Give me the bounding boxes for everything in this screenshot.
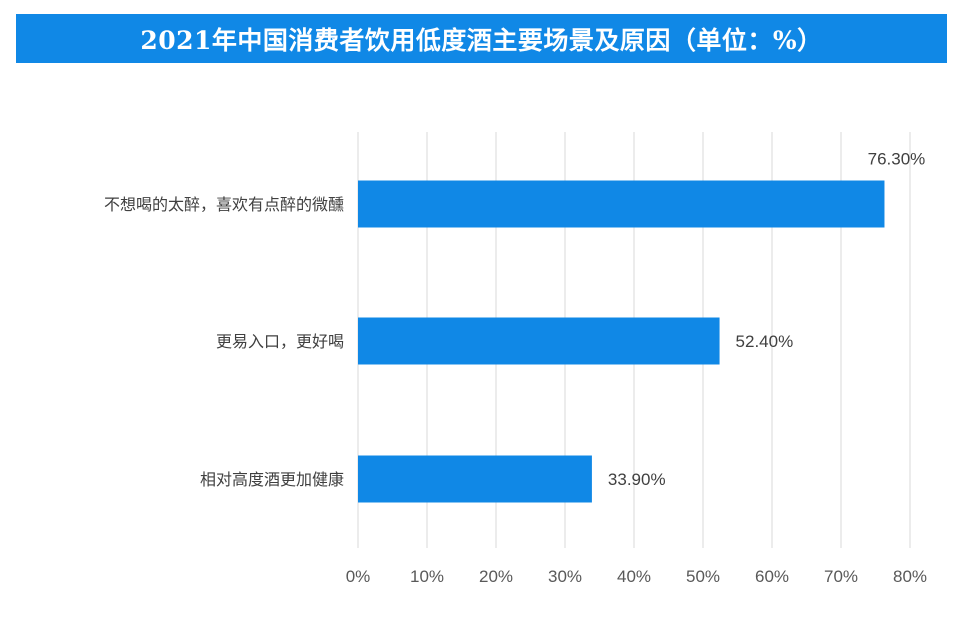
x-tick-label: 30% (548, 567, 582, 586)
bars (358, 180, 885, 503)
x-tick-label: 10% (410, 567, 444, 586)
data-label: 76.30% (868, 150, 926, 169)
data-label: 33.90% (608, 470, 666, 489)
category-label: 更易入口，更好喝 (216, 332, 344, 351)
category-label: 不想喝的太醉，喜欢有点醉的微醺 (104, 195, 344, 214)
x-tick-label: 50% (686, 567, 720, 586)
x-tick-label: 0% (346, 567, 371, 586)
chart-title: 2021年中国消费者饮用低度酒主要场景及原因（单位：%） (16, 14, 947, 63)
labels: 0% 10% 20% 30% 40% 50% 60% 70% 80% 不想喝的太醉，喜欢有点醉的微… (104, 150, 927, 587)
x-tick-label: 70% (824, 567, 858, 586)
bar (358, 455, 592, 503)
x-tick-label: 60% (755, 567, 789, 586)
bar (358, 317, 720, 365)
x-tick-label: 80% (893, 567, 927, 586)
data-label: 52.40% (736, 332, 794, 351)
x-tick-label: 40% (617, 567, 651, 586)
x-tick-label: 20% (479, 567, 513, 586)
bar (358, 180, 885, 228)
category-label: 相对高度酒更加健康 (200, 470, 344, 489)
